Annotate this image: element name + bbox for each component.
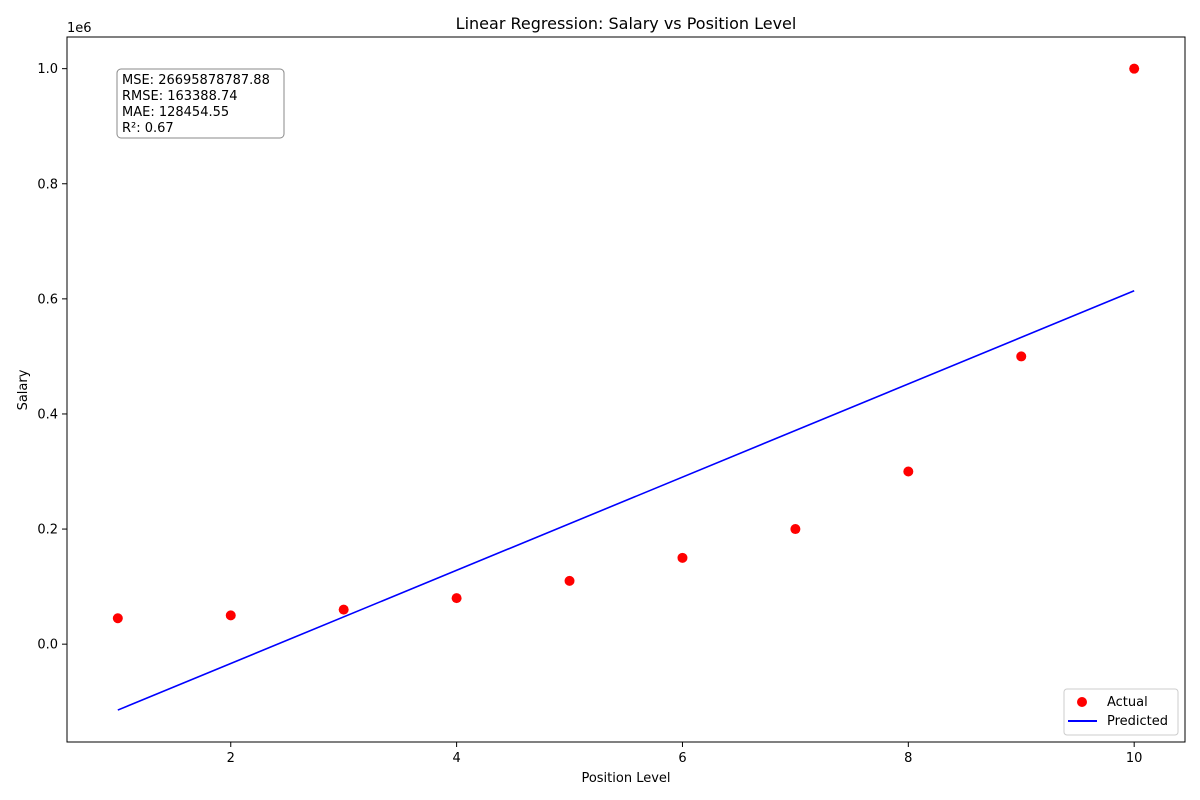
chart-title: Linear Regression: Salary vs Position Le… [456, 14, 797, 33]
actual-point [1129, 63, 1140, 74]
x-axis: 2 4 6 8 10 [227, 742, 1143, 766]
actual-point [225, 610, 236, 621]
legend-actual-marker [1077, 697, 1087, 707]
actual-point [677, 552, 688, 563]
y-tick-label: 0.0 [37, 638, 58, 653]
plot-frame [66, 36, 1186, 743]
stats-box-frame [116, 68, 285, 139]
stats-r2: R²: 0.67 [122, 121, 174, 136]
x-tick-label: 4 [452, 751, 460, 766]
x-tick-label: 6 [678, 751, 686, 766]
predicted-line [117, 290, 1135, 711]
actual-point [451, 593, 462, 604]
y-tick-label: 0.4 [37, 407, 58, 422]
legend: Actual Predicted [1063, 688, 1179, 736]
y-scale-label: 1e6 [67, 21, 92, 36]
y-axis-title: Salary [16, 369, 31, 410]
x-tick-label: 8 [904, 751, 912, 766]
actual-point [1016, 351, 1027, 362]
y-tick-label: 0.8 [37, 177, 58, 192]
actual-point [564, 575, 575, 586]
actual-point [112, 613, 123, 624]
legend-frame [1063, 688, 1179, 736]
stats-mae: MAE: 128454.55 [122, 105, 229, 120]
y-tick-label: 0.6 [37, 292, 58, 307]
legend-actual-label: Actual [1107, 695, 1148, 710]
x-axis-title: Position Level [581, 771, 670, 786]
stats-mse: MSE: 26695878787.88 [122, 73, 270, 88]
y-tick-label: 0.2 [37, 523, 58, 538]
stats-box: MSE: 26695878787.88 RMSE: 163388.74 MAE:… [116, 68, 285, 139]
plot-background [67, 37, 1185, 742]
y-axis: 0.0 0.2 0.4 0.6 0.8 1.0 [37, 62, 67, 653]
actual-point [790, 524, 801, 535]
x-tick-label: 2 [227, 751, 235, 766]
y-tick-label: 1.0 [37, 62, 58, 77]
stats-rmse: RMSE: 163388.74 [122, 89, 238, 104]
legend-predicted-label: Predicted [1107, 714, 1168, 729]
plot-layer [112, 63, 1140, 711]
actual-point [903, 466, 914, 477]
actual-point [338, 604, 349, 615]
x-tick-label: 10 [1126, 751, 1143, 766]
